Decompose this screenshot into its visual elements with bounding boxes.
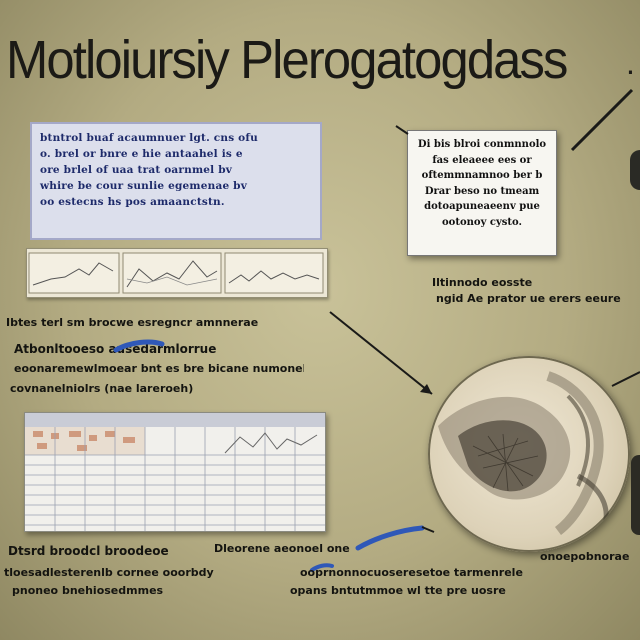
blue-highlight-stroke-2 xyxy=(355,525,425,551)
table-panel xyxy=(24,412,326,532)
mini-chart-graphics xyxy=(28,252,324,294)
arrow-head xyxy=(420,384,432,394)
caption-left-mid-3: eoonaremewlmoear bnt es bre bicane numon… xyxy=(14,362,304,375)
specimen-illustration xyxy=(428,356,630,552)
arrow-line-right xyxy=(611,371,640,387)
panel-text-line: oo estecns hs pos amaanctstn. xyxy=(40,196,225,208)
blue-highlight-stroke xyxy=(113,339,165,353)
mini-chart-strip xyxy=(26,248,328,298)
specimen-graphics xyxy=(438,371,609,535)
caption-right-top-1: Iltinnodo eosste xyxy=(432,276,533,289)
arrow-line-to-illustration xyxy=(329,311,433,395)
note-line: oftemmnamnoo ber b xyxy=(421,170,543,181)
note-line: Di bis blroi conmnnolo xyxy=(417,139,547,150)
note-line: ootonoy cysto. xyxy=(442,216,522,228)
top-left-text-panel: btntrol buaf acaumnuer lgt. cns ofu o. b… xyxy=(30,122,322,240)
caption-left-mid-4: covnanelniolrs (nae lareroeh) xyxy=(10,382,194,395)
poster-title: Motloiursiy Plerogatogdass xyxy=(6,30,568,90)
caption-bottom-mid-3: opans bntutmmoe wl tte pre uosre xyxy=(290,584,506,597)
table-graphics xyxy=(25,413,325,531)
caption-left-mid-1: Ibtes terl sm brocwe esregncr amnnerae xyxy=(6,316,259,329)
caption-bottom-left-3: pnoneo bnehiosedmmes xyxy=(12,584,164,597)
caption-bottom-left-1: Dtsrd broodcl broodeoe xyxy=(8,544,169,558)
edge-shape-bottom xyxy=(631,455,640,535)
caption-bottom-mid-2: ooprnonnocuoseresetoe tarmenrele xyxy=(300,566,523,579)
caption-bottom-mid-1: Dleorene aeonoel one xyxy=(214,542,350,555)
note-line: dotoapuneaeenv pue xyxy=(424,201,540,212)
title-trailing-mark: . xyxy=(626,45,635,81)
caption-bottom-right-1: onoepobnorae xyxy=(540,550,630,563)
panel-text-line: btntrol buaf acaumnuer lgt. cns ofu xyxy=(40,132,258,144)
arrow-line-bottom xyxy=(421,526,435,533)
caption-bottom-left-2: tloesadlesterenlb cornee ooorbdy xyxy=(4,566,214,579)
panel-text-line: whire be cour sunlie egemenae bv xyxy=(40,180,248,192)
arrow-line-note xyxy=(395,125,409,135)
edge-shape-top xyxy=(630,150,640,190)
note-card: Di bis blroi conmnnolo fas eleaeee ees o… xyxy=(407,130,557,256)
caption-right-top-2: ngid Ae prator ue erers eeure xyxy=(436,292,621,305)
panel-text-line: ore brlel of uaa trat oarnmel bv xyxy=(40,164,233,176)
panel-text-line: o. brel or bnre e hie antaahel is e xyxy=(40,148,243,160)
blue-highlight-stroke-3 xyxy=(310,563,334,572)
note-line: Drar beso no tmeam xyxy=(424,185,540,197)
note-line: fas eleaeee ees or xyxy=(432,154,532,166)
arrow-line-top-right xyxy=(570,88,634,152)
